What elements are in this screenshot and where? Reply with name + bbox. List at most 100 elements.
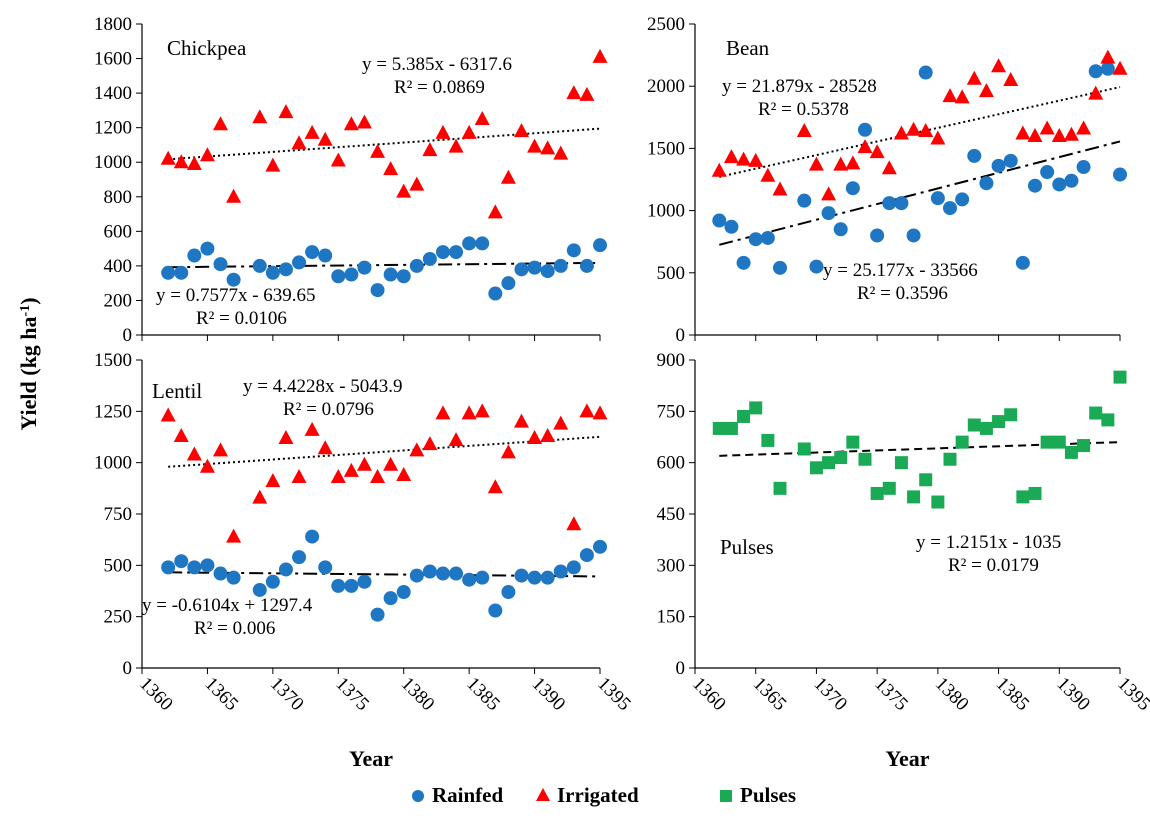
- data-point-rainfed: [305, 245, 319, 259]
- y-tick-label: 2500: [647, 14, 685, 35]
- data-point-rainfed: [1101, 62, 1115, 76]
- data-point-irrigated: [475, 111, 490, 125]
- trendline-r2: R² = 0.3596: [857, 283, 948, 304]
- data-point-pulses: [1041, 436, 1054, 449]
- data-point-irrigated: [579, 87, 594, 101]
- data-point-irrigated: [955, 89, 970, 103]
- data-point-irrigated: [809, 157, 824, 171]
- data-point-irrigated: [797, 123, 812, 137]
- data-point-irrigated: [422, 142, 437, 156]
- y-tick-label: 1000: [94, 152, 132, 173]
- data-point-pulses: [1053, 436, 1066, 449]
- data-point-rainfed: [462, 573, 476, 587]
- data-point-rainfed: [331, 269, 345, 283]
- data-point-irrigated: [383, 161, 398, 175]
- data-point-irrigated: [930, 130, 945, 144]
- data-point-rainfed: [1052, 177, 1066, 191]
- data-point-rainfed: [214, 257, 228, 271]
- trendline-equation: y = 1.2151x - 1035: [916, 532, 1061, 553]
- trendline-equation: y = 4.4228x - 5043.9: [243, 376, 403, 397]
- data-point-rainfed: [567, 560, 581, 574]
- data-point-irrigated: [514, 414, 529, 428]
- data-point-irrigated: [736, 152, 751, 166]
- data-point-rainfed: [436, 567, 450, 581]
- y-tick-label: 1000: [94, 453, 132, 474]
- data-point-rainfed: [773, 261, 787, 275]
- data-point-rainfed: [712, 214, 726, 228]
- data-point-irrigated: [773, 181, 788, 195]
- y-tick-label: 600: [657, 453, 686, 474]
- data-point-rainfed: [846, 181, 860, 195]
- data-point-irrigated: [593, 49, 608, 63]
- y-tick-label: 500: [657, 263, 686, 284]
- data-point-rainfed: [882, 196, 896, 210]
- data-point-rainfed: [580, 259, 594, 273]
- data-point-irrigated: [593, 405, 608, 419]
- data-point-rainfed: [174, 266, 188, 280]
- x-tick-label: 1380: [397, 673, 439, 715]
- data-point-pulses: [846, 436, 859, 449]
- data-point-rainfed: [943, 201, 957, 215]
- data-point-irrigated: [435, 405, 450, 419]
- trendline-r2: R² = 0.006: [194, 618, 275, 639]
- data-point-pulses: [774, 482, 787, 495]
- data-point-irrigated: [213, 442, 228, 456]
- x-tick-label: 1395: [593, 673, 635, 715]
- data-point-irrigated: [305, 422, 320, 436]
- data-point-rainfed: [174, 554, 188, 568]
- data-point-pulses: [1101, 413, 1114, 426]
- data-point-irrigated: [278, 104, 293, 118]
- data-point-rainfed: [514, 569, 528, 583]
- data-point-pulses: [834, 451, 847, 464]
- data-point-pulses: [798, 442, 811, 455]
- y-tick-label: 750: [657, 401, 686, 422]
- data-point-pulses: [1077, 439, 1090, 452]
- trendline-r2: R² = 0.0796: [283, 399, 374, 420]
- data-point-rainfed: [449, 245, 463, 259]
- data-point-rainfed: [907, 228, 921, 242]
- data-point-rainfed: [858, 123, 872, 137]
- data-point-irrigated: [265, 158, 280, 172]
- data-point-irrigated: [370, 469, 385, 483]
- x-axis-label: Year: [349, 746, 393, 771]
- data-point-pulses: [713, 422, 726, 435]
- data-point-rainfed: [410, 259, 424, 273]
- data-point-rainfed: [554, 564, 568, 578]
- data-point-irrigated: [226, 189, 241, 203]
- data-point-rainfed: [200, 242, 214, 256]
- y-tick-label: 0: [123, 658, 133, 679]
- y-tick-label: 1400: [94, 83, 132, 104]
- data-point-irrigated: [566, 516, 581, 530]
- data-point-irrigated: [174, 154, 189, 168]
- data-point-rainfed: [475, 236, 489, 250]
- data-point-rainfed: [344, 268, 358, 282]
- data-point-irrigated: [292, 469, 307, 483]
- data-point-rainfed: [580, 548, 594, 562]
- data-point-rainfed: [1089, 64, 1103, 78]
- data-point-rainfed: [318, 560, 332, 574]
- x-tick-label: 1360: [135, 673, 177, 715]
- data-point-rainfed: [501, 585, 515, 599]
- data-point-rainfed: [541, 264, 555, 278]
- data-point-irrigated: [858, 139, 873, 153]
- data-point-rainfed: [292, 255, 306, 269]
- panel-chickpea: 020040060080010001200140016001800Chickpe…: [94, 14, 608, 346]
- y-tick-label: 1600: [94, 49, 132, 70]
- y-tick-label: 600: [104, 221, 133, 242]
- data-point-rainfed: [834, 222, 848, 236]
- trendline-r2: R² = 0.0869: [394, 77, 485, 98]
- data-point-rainfed: [809, 260, 823, 274]
- data-point-rainfed: [541, 571, 555, 585]
- data-point-irrigated: [370, 144, 385, 158]
- legend-label-rainfed: Rainfed: [432, 783, 503, 807]
- panel-title: Lentil: [152, 379, 202, 403]
- data-point-rainfed: [279, 262, 293, 276]
- data-point-irrigated: [906, 122, 921, 136]
- data-point-rainfed: [724, 220, 738, 234]
- data-point-rainfed: [593, 540, 607, 554]
- data-point-rainfed: [528, 261, 542, 275]
- x-tick-label: 1365: [749, 673, 791, 715]
- data-point-pulses: [1004, 408, 1017, 421]
